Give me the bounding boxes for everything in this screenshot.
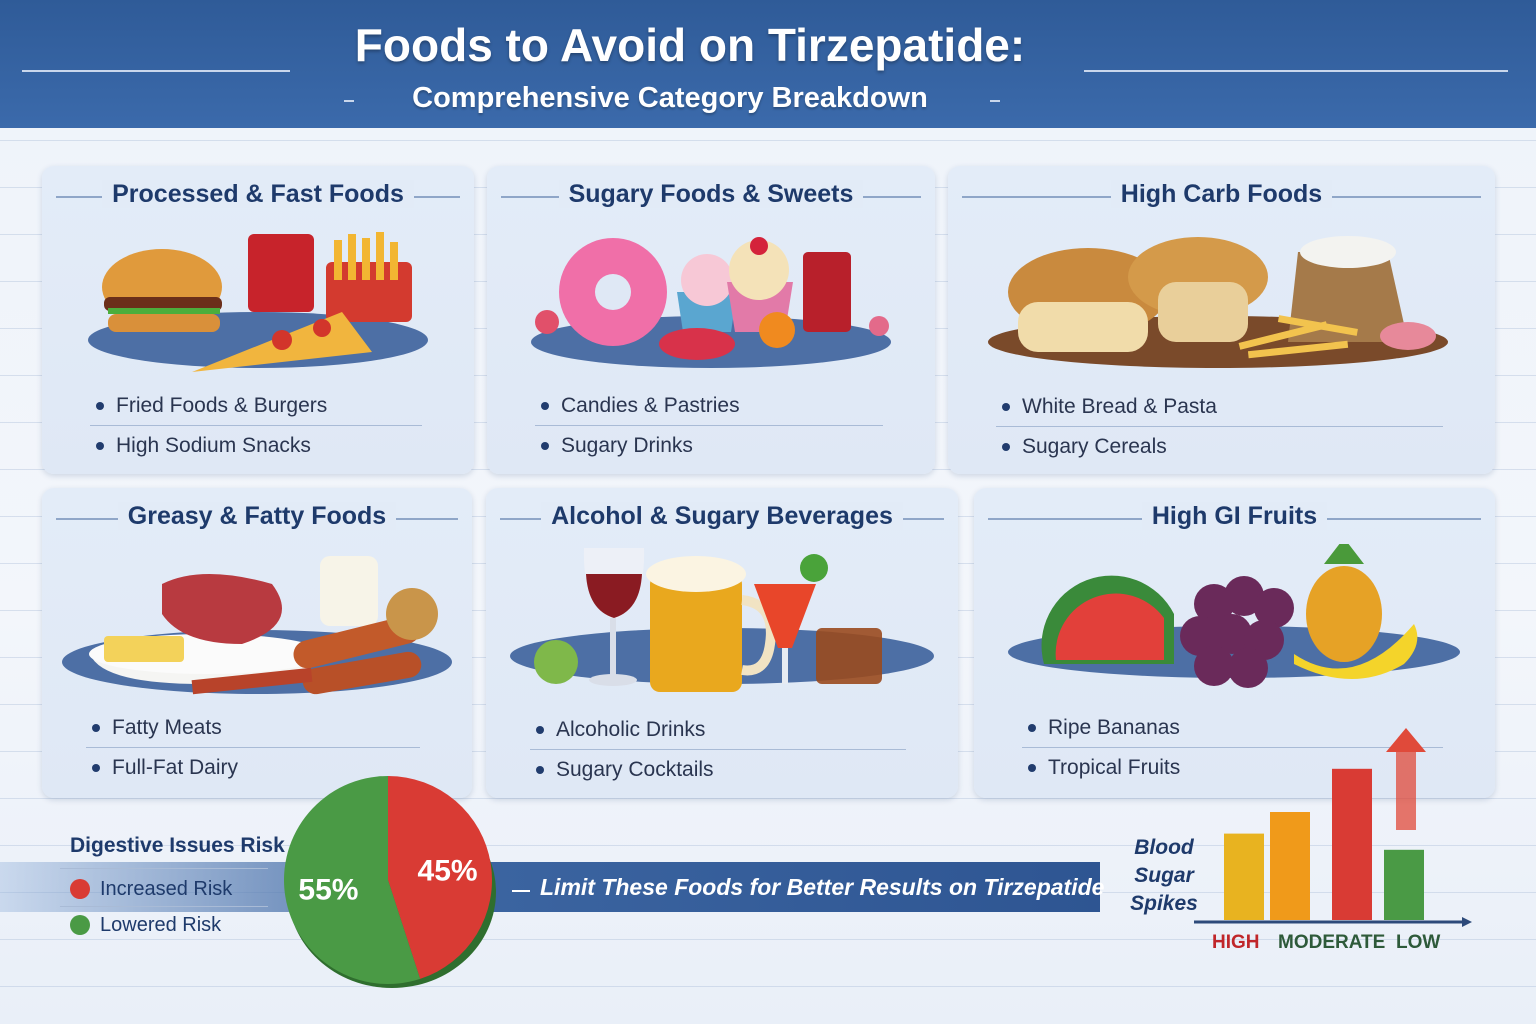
card-sugary-foods-sweets: Sugary Foods & Sweets Candies & Pastries… [487,166,935,474]
bar [1270,812,1310,920]
card-title: Sugary Foods & Sweets [487,180,935,209]
pie-slice [388,776,492,979]
risk-pie-chart: 45% 55% [283,776,496,988]
card-title: Alcohol & Sugary Beverages [486,502,958,531]
bar [1384,849,1424,920]
card-title: Processed & Fast Foods [42,180,474,209]
category-label-high: HIGH [1212,932,1260,953]
banner-dash [512,890,530,892]
page-title: Foods to Avoid on Tirzepatide: [354,19,1026,71]
card-title: High Carb Foods [948,180,1495,209]
list-item: Full-Fat Dairy [86,748,420,788]
list-item: High Sodium Snacks [90,426,422,466]
list-item: Sugary Drinks [535,426,883,466]
sweets-illustration [531,237,891,368]
list-item: Fried Foods & Burgers [90,386,422,426]
card-bullets: Fried Foods & Burgers High Sodium Snacks [90,386,422,466]
green-dot-icon [70,915,90,935]
card-title: Greasy & Fatty Foods [42,502,472,531]
legend-item-increased: Increased Risk [70,874,232,904]
card-processed-fast-foods: Processed & Fast Foods Fried Foods & Bur… [42,166,474,474]
subtitle-dash-right [990,100,1000,102]
beverages-illustration [510,548,934,692]
list-item: Ripe Bananas [1022,708,1443,748]
card-high-carb-foods: High Carb Foods White Bread & Pasta Suga… [948,166,1495,474]
title-rule-right [1084,70,1508,72]
list-item: Alcoholic Drinks [530,710,906,750]
list-item: Sugary Cereals [996,427,1443,467]
list-item: Fatty Meats [86,708,420,748]
blood-sugar-bar-chart [1194,728,1472,927]
card-bullets: Alcoholic Drinks Sugary Cocktails [530,710,906,790]
card-alcohol-sugary-beverages: Alcohol & Sugary Beverages Alcoholic Dri… [486,488,958,798]
fast-food-illustration [88,232,428,372]
card-bullets: Candies & Pastries Sugary Drinks [535,386,883,466]
bar [1332,768,1372,920]
bread-illustration [988,236,1448,368]
category-label-moderate: MODERATE [1278,932,1386,953]
summary-banner [0,862,1100,912]
up-arrow-icon [1386,728,1426,830]
pie-slice-label: 45% [418,855,478,888]
list-item: White Bread & Pasta [996,387,1443,427]
bar [1224,833,1264,920]
card-greasy-fatty-foods: Greasy & Fatty Foods Fatty Meats Full-Fa… [42,488,472,798]
risk-legend-title: Digestive Issues Risk [70,834,285,857]
card-bullets: Ripe Bananas Tropical Fruits [1022,708,1443,788]
card-high-gi-fruits: High GI Fruits Ripe Bananas Tropical Fru… [974,488,1495,798]
red-dot-icon [70,879,90,899]
list-item: Tropical Fruits [1022,748,1443,788]
pie-slice-label: 55% [298,873,358,906]
list-item: Sugary Cocktails [530,750,906,790]
page-subtitle: Comprehensive Category Breakdown [412,82,928,114]
axis-arrow-icon [1462,917,1472,927]
legend-item-lowered: Lowered Risk [70,910,221,940]
fruits-illustration [1008,544,1460,688]
title-rule-left [22,70,290,72]
legend-divider [60,906,268,907]
blood-sugar-label: Blood Sugar Spikes [1130,836,1198,915]
banner-text: Limit These Foods for Better Results on … [540,874,1105,900]
card-bullets: White Bread & Pasta Sugary Cereals [996,387,1443,467]
subtitle-dash-left [344,100,354,102]
header-band: Foods to Avoid on Tirzepatide: Comprehen… [0,0,1536,128]
category-label-low: LOW [1396,932,1441,953]
list-item: Candies & Pastries [535,386,883,426]
pie-slice [283,776,421,984]
card-bullets: Fatty Meats Full-Fat Dairy [86,708,420,788]
card-title: High GI Fruits [974,502,1495,531]
legend-divider [60,868,268,869]
fatty-foods-illustration [62,556,452,695]
